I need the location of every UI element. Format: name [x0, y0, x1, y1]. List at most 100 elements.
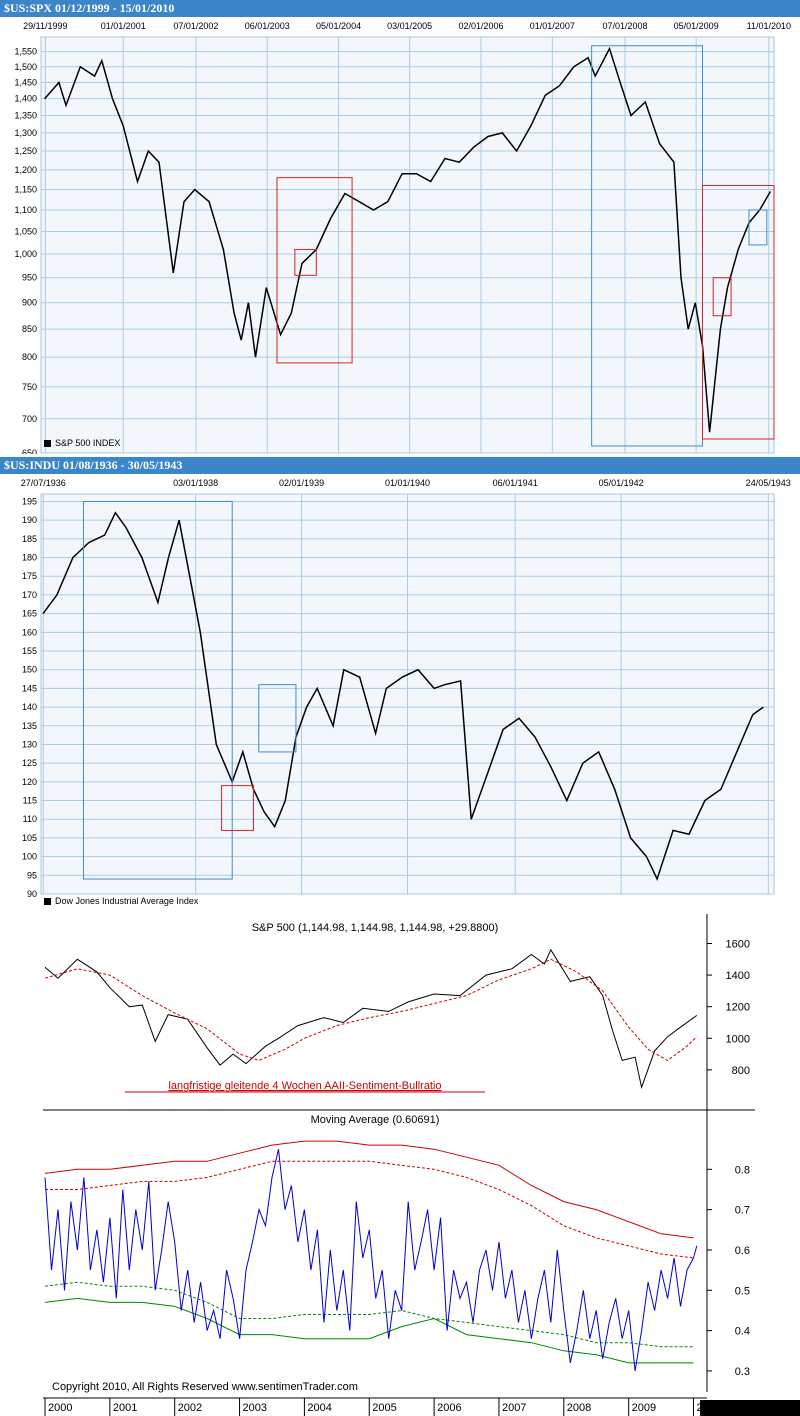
highlight-box-red	[294, 248, 317, 276]
y-tick-label: 125	[22, 758, 37, 768]
x-tick-label: 2008	[567, 1402, 591, 1414]
panel1-legend: S&P 500 INDEX	[44, 438, 120, 448]
sentiment-series-line	[45, 1160, 694, 1259]
y-tick-label: 1,100	[14, 205, 37, 215]
y-tick-label: 1,300	[14, 128, 37, 138]
x-tick-label: 05/01/2004	[316, 21, 361, 31]
y-tick-label: 150	[22, 665, 37, 675]
x-tick-label: 06/01/1941	[493, 478, 538, 488]
legend-swatch	[44, 440, 51, 447]
panel2-legend-label: Dow Jones Industrial Average Index	[55, 896, 199, 906]
x-tick-label: 20	[697, 1402, 709, 1414]
weekly-series-line	[44, 948, 698, 1090]
spx-chart: 1,550 1,500 1,450 1,400 1,350 1,300 1,250 1,200…	[14, 21, 791, 454]
y-tick-label: 115	[23, 796, 37, 806]
y-tick-label: 105	[22, 833, 37, 843]
y-tick-label: 90	[27, 889, 37, 899]
y-tick-label: 1,400	[14, 94, 37, 104]
x-tick-label: 2009	[632, 1402, 656, 1414]
legend-swatch	[44, 898, 51, 905]
highlight-box-blue	[748, 209, 768, 246]
x-tick-label: 01/01/2001	[101, 21, 146, 31]
y-tick-label: 175	[22, 571, 37, 581]
highlight-box-red	[701, 185, 775, 440]
y-tick-label: 1,150	[14, 185, 37, 195]
y-tick-label: 135	[22, 721, 37, 731]
x-tick-label: 2003	[243, 1402, 267, 1414]
highlight-box-blue	[258, 684, 297, 753]
x-tick-label: 2006	[437, 1402, 461, 1414]
highlight-box-red	[712, 277, 732, 317]
x-tick-label: 02/01/1939	[279, 478, 324, 488]
sentiment-series-line	[44, 1149, 698, 1371]
panel1-legend-label: S&P 500 INDEX	[55, 438, 121, 448]
x-tick-label: 05/01/1942	[599, 478, 644, 488]
y-tick-label: 190	[22, 515, 37, 525]
y-tick-label: 120	[22, 777, 37, 787]
x-tick-label: 06/01/2003	[245, 21, 290, 31]
x-tick-label: 27/07/1936	[21, 478, 66, 488]
x-tick-label: 02/01/2006	[458, 21, 503, 31]
x-tick-label: 03/01/1938	[173, 478, 218, 488]
weekly-series-line	[44, 958, 698, 1061]
y-tick-label: 950	[22, 273, 37, 283]
y-tick-label: 110	[23, 814, 37, 824]
y-tick-label: 650	[22, 448, 37, 454]
y-tick-label: 0.5	[735, 1285, 750, 1297]
sentiment-chart: S&P 500 (1,144.98, 1,144.98, 1,144.98, +…	[0, 914, 800, 1416]
spx-price-line	[44, 46, 772, 433]
y-tick-label: 1200	[726, 1002, 750, 1014]
y-tick-label: 130	[22, 739, 37, 749]
y-tick-label: 170	[22, 590, 37, 600]
x-tick-label: 11/01/2010	[747, 21, 791, 31]
x-tick-label: 2002	[178, 1402, 202, 1414]
y-tick-label: 195	[22, 496, 37, 506]
y-tick-label: 1600	[726, 938, 750, 950]
sentiment-series-line	[44, 1281, 694, 1348]
y-tick-label: 1,550	[14, 47, 37, 57]
y-tick-label: 180	[22, 553, 37, 563]
x-tick-label: 05/01/2009	[674, 21, 719, 31]
y-tick-label: 95	[27, 870, 37, 880]
x-tick-label: 2001	[113, 1402, 137, 1414]
panel3-annotation: langfristige gleitende 4 Wochen AAII-Sen…	[168, 1080, 441, 1092]
y-tick-label: 900	[22, 298, 37, 308]
y-tick-label: 0.7	[735, 1205, 750, 1217]
x-tick-label: 29/11/1999	[23, 21, 67, 31]
panel4-title: Moving Average (0.60691)	[311, 1114, 440, 1126]
y-tick-label: 1000	[726, 1033, 750, 1045]
panel2-title: $US:INDU 01/08/1936 - 30/05/1943	[0, 457, 800, 474]
highlight-box-blue	[82, 500, 233, 880]
y-tick-label: 800	[22, 352, 37, 362]
panel3-title: S&P 500 (1,144.98, 1,144.98, 1,144.98, +…	[252, 922, 499, 934]
highlight-box-red	[221, 785, 254, 831]
y-tick-label: 140	[22, 702, 37, 712]
x-tick-label: 01/01/1940	[385, 478, 430, 488]
x-tick-label: 24/05/1943	[746, 478, 791, 488]
copyright: Copyright 2010, All Rights Reserved www.…	[52, 1381, 358, 1393]
x-tick-label: 2007	[502, 1402, 526, 1414]
x-tick-label: 2004	[307, 1402, 331, 1414]
y-tick-label: 155	[22, 646, 37, 656]
y-tick-label: 160	[22, 627, 37, 637]
y-tick-label: 1,450	[14, 77, 37, 87]
x-tick-label: 01/01/2007	[530, 21, 575, 31]
panel2-legend: Dow Jones Industrial Average Index	[44, 896, 198, 906]
y-tick-label: 1,000	[14, 249, 37, 259]
y-tick-label: 0.3	[735, 1366, 750, 1378]
y-tick-label: 1,500	[14, 62, 37, 72]
panel1-title: $US:SPX 01/12/1999 - 15/01/2010	[0, 0, 800, 17]
sentiment-series-line	[44, 1140, 694, 1239]
y-tick-label: 165	[22, 609, 37, 619]
y-tick-label: 750	[22, 382, 37, 392]
y-tick-label: 1,050	[14, 227, 37, 237]
y-tick-label: 1,350	[14, 110, 37, 120]
indu-chart: 195 190 185 180 175 170 165 160 155 150 145 140 135 1…	[21, 478, 791, 899]
y-tick-label: 1,250	[14, 146, 37, 156]
y-tick-label: 145	[22, 683, 37, 693]
sentiment-series-line	[44, 1297, 694, 1364]
x-tick-label: 07/01/2002	[173, 21, 218, 31]
y-tick-label: 0.8	[735, 1164, 750, 1176]
x-tick-label: 2000	[48, 1402, 72, 1414]
y-tick-label: 700	[22, 414, 37, 424]
